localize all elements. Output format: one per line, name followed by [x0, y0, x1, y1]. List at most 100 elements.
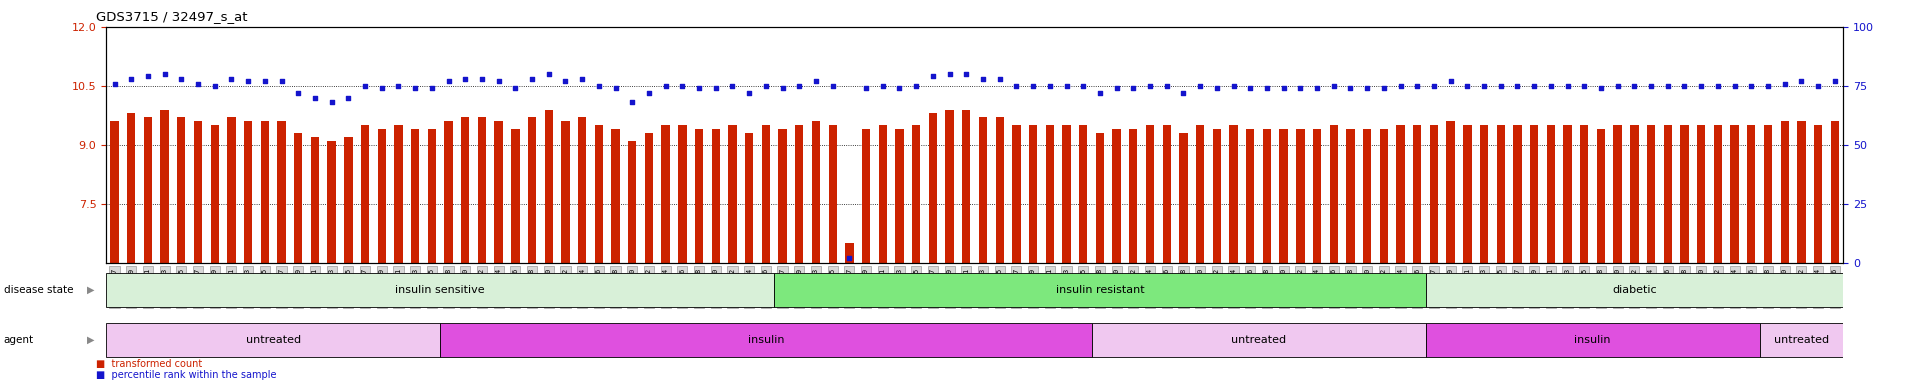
Point — [1117, 85, 1148, 91]
Point — [1052, 83, 1083, 89]
Point — [1268, 85, 1299, 91]
Point — [1586, 85, 1617, 91]
Point — [967, 76, 998, 82]
Point — [1017, 83, 1048, 89]
Bar — [110, 121, 118, 263]
Bar — [1430, 125, 1438, 263]
Bar — [612, 129, 620, 263]
Bar — [979, 118, 986, 263]
Bar — [645, 133, 652, 263]
Bar — [1112, 129, 1121, 263]
Bar — [160, 109, 168, 263]
Bar — [562, 121, 569, 263]
Point — [1785, 78, 1816, 84]
Bar — [1029, 125, 1036, 263]
Bar — [1146, 125, 1154, 263]
Point — [500, 85, 531, 91]
Point — [1318, 83, 1349, 89]
Point — [199, 83, 230, 89]
Point — [349, 83, 380, 89]
Bar — [544, 109, 552, 263]
Bar — [795, 125, 803, 263]
Point — [1770, 81, 1801, 87]
Bar — [1646, 125, 1656, 263]
Point — [1685, 83, 1716, 89]
Point — [1519, 83, 1550, 89]
Text: diabetic: diabetic — [1612, 285, 1656, 295]
Point — [432, 78, 463, 84]
Point — [1235, 85, 1266, 91]
Point — [1502, 83, 1532, 89]
Bar — [627, 141, 637, 263]
Bar — [127, 114, 135, 263]
Bar — [210, 125, 218, 263]
Point — [116, 76, 147, 82]
Text: untreated: untreated — [1231, 335, 1285, 345]
Bar — [1330, 125, 1337, 263]
Bar — [529, 118, 537, 263]
Point — [1351, 85, 1382, 91]
Bar — [1197, 125, 1204, 263]
Point — [951, 71, 982, 77]
Bar — [1596, 129, 1606, 263]
Point — [284, 90, 315, 96]
Point — [234, 78, 264, 84]
Point — [1419, 83, 1449, 89]
Text: GDS3715 / 32497_s_at: GDS3715 / 32497_s_at — [96, 10, 247, 23]
Bar — [778, 129, 787, 263]
Bar — [1011, 125, 1021, 263]
Point — [1285, 85, 1316, 91]
Point — [1085, 90, 1116, 96]
Bar — [1096, 133, 1104, 263]
Point — [1735, 83, 1766, 89]
Point — [550, 78, 581, 84]
Point — [317, 99, 347, 106]
Point — [1820, 78, 1851, 84]
Point — [266, 78, 297, 84]
Point — [98, 81, 129, 87]
Bar — [1280, 129, 1287, 263]
Text: ▶: ▶ — [87, 285, 95, 295]
Point — [1669, 83, 1700, 89]
Point — [149, 71, 179, 77]
Bar — [774, 273, 1426, 307]
Bar — [1781, 121, 1789, 263]
Point — [1552, 83, 1583, 89]
Point — [299, 94, 330, 101]
Point — [668, 83, 699, 89]
Point — [1536, 83, 1567, 89]
Bar — [106, 273, 774, 307]
Bar — [1681, 125, 1689, 263]
Bar — [1731, 125, 1739, 263]
Point — [583, 83, 614, 89]
Bar — [1062, 125, 1071, 263]
Bar — [594, 125, 602, 263]
Point — [533, 71, 564, 77]
Point — [1002, 83, 1033, 89]
Point — [901, 83, 932, 89]
Point — [467, 76, 498, 82]
Point — [133, 73, 164, 79]
Bar — [1764, 125, 1772, 263]
Point — [567, 76, 598, 82]
Bar — [1262, 129, 1272, 263]
Point — [1619, 83, 1650, 89]
Bar — [1530, 125, 1538, 263]
Bar — [311, 137, 318, 263]
Point — [1168, 90, 1199, 96]
Point — [766, 85, 797, 91]
Bar — [1797, 121, 1806, 263]
Point — [1436, 78, 1467, 84]
Bar — [193, 121, 203, 263]
Bar — [293, 133, 303, 263]
Bar — [1347, 129, 1355, 263]
Point — [1251, 85, 1282, 91]
Bar — [228, 118, 235, 263]
Point — [1102, 85, 1133, 91]
Text: ▶: ▶ — [87, 335, 95, 345]
Point — [867, 83, 897, 89]
Bar — [344, 137, 353, 263]
Bar — [1480, 125, 1488, 263]
Bar — [1463, 125, 1471, 263]
Bar — [511, 129, 519, 263]
